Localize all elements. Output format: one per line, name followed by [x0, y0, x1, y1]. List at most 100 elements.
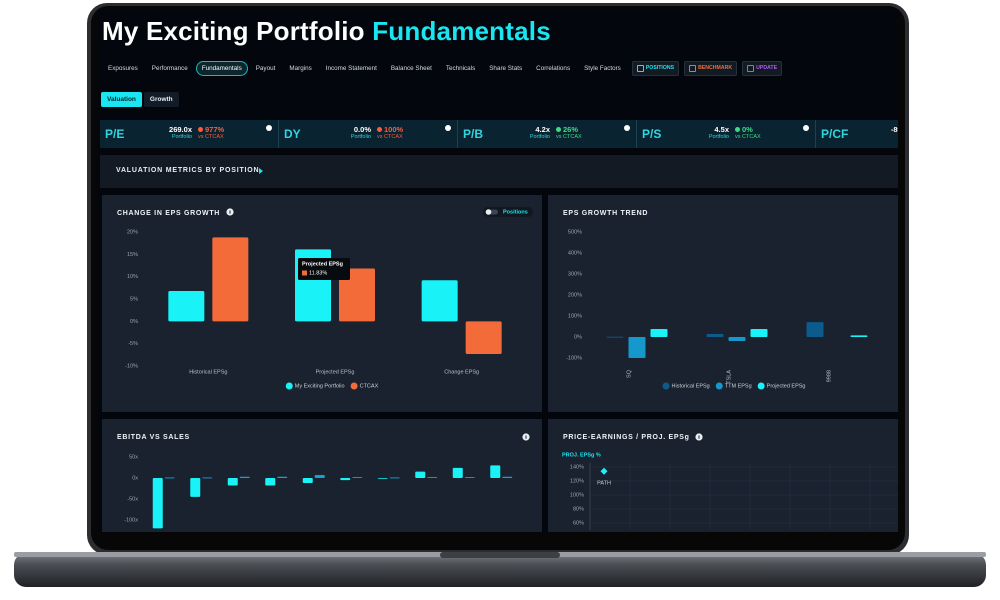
bar	[302, 477, 313, 484]
toggle-knob	[485, 209, 492, 215]
y-tick-label: 300%	[568, 271, 582, 277]
info-icon[interactable]	[445, 125, 451, 131]
nav-tab[interactable]: Style Factors	[584, 64, 621, 72]
nav-tab[interactable]: Share Stats	[489, 64, 523, 72]
chart-title: PRICE-EARNINGS / PROJ. EPSg	[563, 434, 690, 441]
y-tick-label: 50x	[129, 454, 138, 460]
point-label: PATH	[597, 481, 611, 487]
info-icon[interactable]	[803, 125, 809, 131]
metric-card: P/S 4.5x Portfolio 0% vs CTCAX	[637, 120, 816, 148]
legend-label: Projected EPSg	[767, 383, 806, 389]
sub-tab[interactable]: Valuation	[101, 92, 142, 107]
metric-label: P/B	[463, 127, 484, 141]
nav-tab[interactable]: Income Statement	[325, 64, 377, 72]
y-tick-label: 0%	[574, 334, 582, 340]
metric-card: DY 0.0% Portfolio 100% vs CTCAX	[279, 120, 458, 148]
title-text: My Exciting Portfolio	[102, 16, 365, 46]
y-tick-label: 400%	[568, 250, 582, 256]
legend-swatch	[715, 382, 723, 390]
bar	[239, 476, 250, 478]
metric-value: 4.2x	[535, 125, 550, 134]
y-tick-label: 5%	[130, 296, 138, 302]
y-tick-label: 10%	[127, 274, 138, 280]
bar	[352, 477, 363, 478]
section-header[interactable]: VALUATION METRICS BY POSITION	[100, 155, 898, 188]
button-label: POSITIONS	[645, 65, 675, 71]
y-tick-label: -10%	[125, 363, 138, 369]
change-caption: vs CTCAX	[377, 134, 403, 140]
y-tick-label: 0x	[132, 475, 138, 481]
bar	[650, 329, 668, 337]
notch	[440, 552, 560, 558]
metric-label: DY	[284, 127, 301, 141]
legend: Historical EPSg TTM EPSg Projected EPSg	[662, 382, 806, 390]
sub-tab[interactable]: Growth	[143, 92, 179, 107]
nav-tab[interactable]: Fundamentals	[195, 60, 248, 76]
bar	[389, 477, 400, 479]
metric-value: 269.0x	[169, 125, 192, 134]
action-button[interactable]: POSITIONS	[631, 60, 680, 76]
x-tick-label: Historical EPSg	[189, 369, 227, 375]
bar	[728, 337, 746, 341]
button-label: BENCHMARK	[698, 65, 733, 71]
y-tick-label: 500%	[568, 229, 582, 235]
chart-panel: EPS GROWTH TREND 500% 400% 300% 200% 100% 0% -1…	[548, 195, 898, 412]
y-tick-label: 120%	[570, 478, 584, 484]
info-glyph	[229, 210, 231, 214]
y-tick-label: 140%	[570, 464, 584, 470]
chart-panel: CHANGE IN EPS GROWTH 20% 15% 10% 5% 0% -5% -10%…	[102, 195, 542, 412]
nav-tab[interactable]: Margins	[289, 64, 312, 72]
bar	[164, 477, 175, 479]
metric-label: P/S	[642, 127, 662, 141]
button-icon	[636, 64, 644, 72]
change-value: 977%	[205, 125, 225, 134]
y-tick-label: -100%	[566, 355, 582, 361]
action-button[interactable]: UPDATE	[742, 60, 783, 76]
metric-caption: Portfolio	[350, 134, 371, 140]
nav-tab[interactable]: Correlations	[536, 64, 571, 72]
bar	[415, 471, 426, 478]
y-tick-label: 100%	[568, 313, 582, 319]
chart: EBITDA VS SALES 50x 0x -50x -100x	[117, 433, 530, 529]
y-axis-label: PROJ. EPSg %	[562, 452, 601, 458]
metric-card: P/CF -89.2	[816, 120, 898, 148]
title-accent: Fundamentals	[372, 16, 551, 46]
metric-change: 26%	[556, 125, 578, 134]
bar	[850, 335, 868, 337]
change-value: 26%	[563, 125, 579, 134]
change-icon	[556, 127, 561, 132]
tooltip-title: Projected EPSg	[302, 261, 343, 267]
bar	[427, 477, 438, 478]
x-tick-label: Change EPSg	[444, 369, 479, 375]
metric-card: P/B 4.2x Portfolio 26% vs CTCAX	[458, 120, 637, 148]
tooltip-value: 11.83%	[309, 270, 327, 276]
metrics-strip: P/E 269.0x Portfolio 977% vs CTCAX DY 0.0% Port…	[100, 120, 898, 148]
action-button[interactable]: BENCHMARK	[684, 60, 738, 76]
y-tick-label: 15%	[127, 252, 138, 258]
info-icon[interactable]	[266, 125, 272, 131]
bar	[706, 334, 724, 337]
change-caption: vs CTCAX	[735, 134, 761, 140]
nav-tab[interactable]: Balance Sheet	[390, 64, 432, 72]
bar	[227, 477, 238, 486]
legend: My Exciting Portfolio CTCAX	[285, 382, 379, 390]
sub-tabs: Valuation Growth	[101, 92, 179, 107]
bar	[190, 477, 201, 497]
bar	[202, 477, 213, 479]
info-icon[interactable]	[624, 125, 630, 131]
nav-tab[interactable]: Technicals	[445, 64, 476, 72]
section-title: VALUATION METRICS BY POSITION	[116, 167, 260, 174]
metric-caption: Portfolio	[529, 134, 550, 140]
metric-change: 0%	[735, 125, 753, 134]
legend-label: TTM EPSg	[725, 383, 752, 389]
legend-label: CTCAX	[360, 383, 379, 389]
nav-tab[interactable]: Performance	[151, 64, 188, 72]
legend-swatch	[757, 382, 765, 390]
nav-tab[interactable]: Payout	[255, 64, 276, 72]
bar	[465, 321, 502, 354]
legend-swatch	[285, 382, 293, 390]
chart: EPS GROWTH TREND 500% 400% 300% 200% 100% 0% -1…	[563, 210, 868, 390]
y-tick-label: 20%	[127, 229, 138, 235]
nav-tab[interactable]: Exposures	[108, 64, 138, 72]
